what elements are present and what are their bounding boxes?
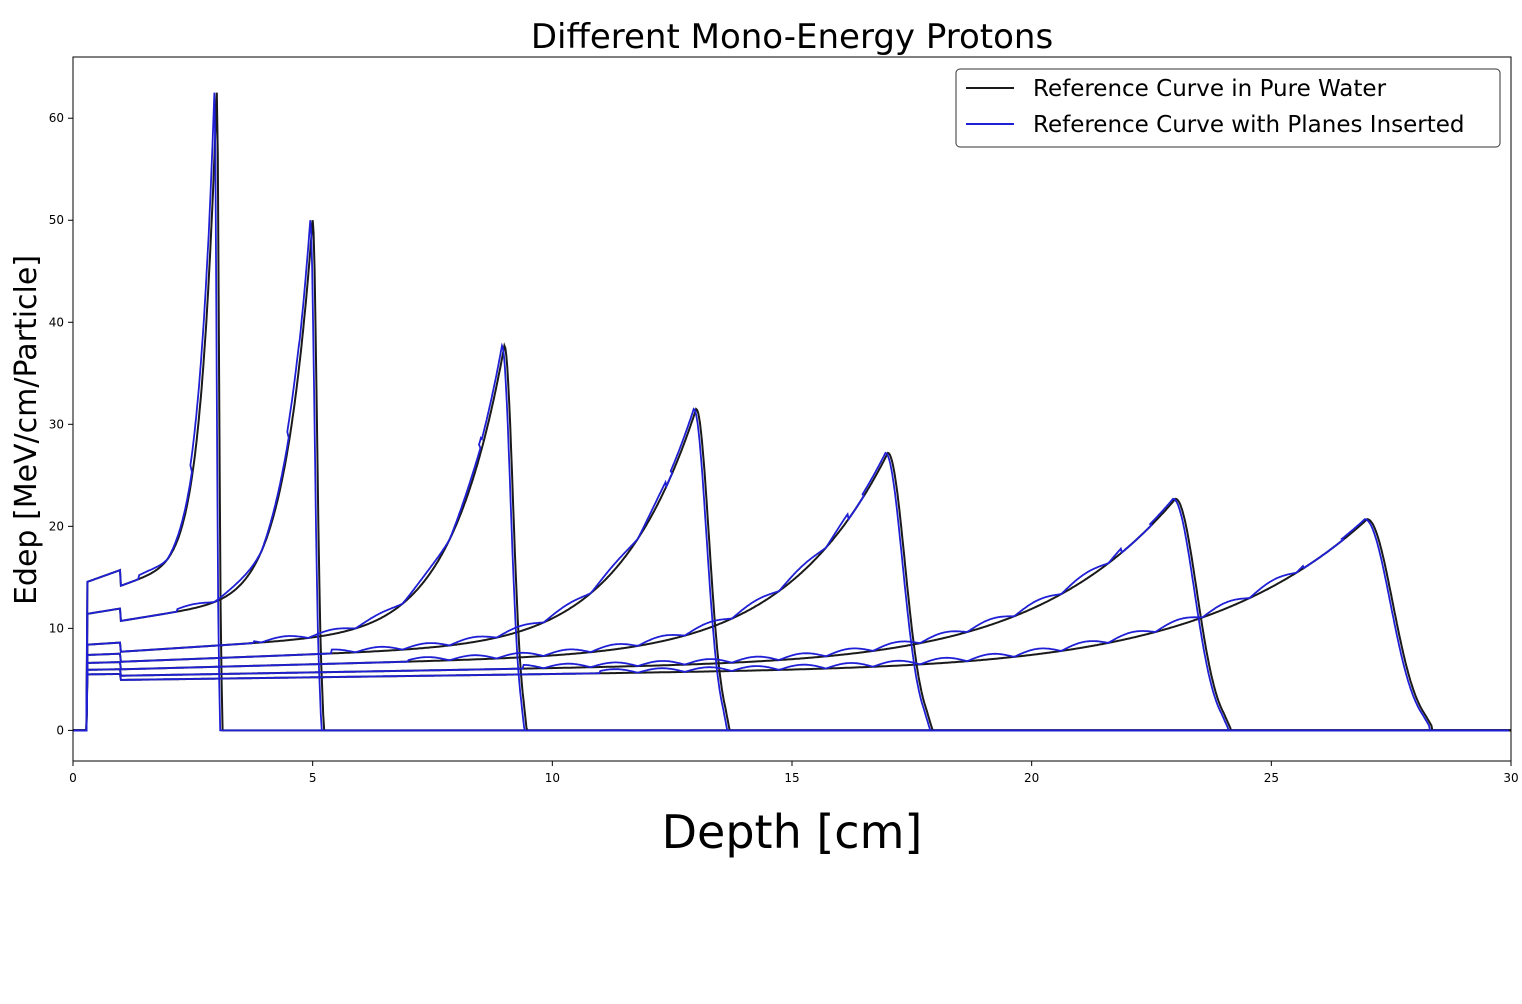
x-tick-label: 5: [309, 771, 317, 785]
y-tick-label: 40: [49, 315, 64, 329]
x-tick-label: 10: [545, 771, 560, 785]
y-tick-label: 20: [49, 519, 64, 533]
series-planes-inserted: [73, 92, 1509, 732]
legend: Reference Curve in Pure Water Reference …: [955, 68, 1501, 148]
legend-label-pure-water: Reference Curve in Pure Water: [1033, 76, 1387, 102]
legend-box: [955, 68, 1501, 148]
planes-inserted-curve-6: [73, 518, 1509, 732]
y-tick-label: 60: [49, 111, 64, 125]
y-tick-label: 0: [56, 723, 64, 737]
pure-water-curve-0: [73, 92, 1511, 732]
series-pure-water: [73, 92, 1511, 732]
x-tick-label: 20: [1024, 771, 1039, 785]
x-tick-label: 30: [1503, 771, 1518, 785]
pure-water-curve-4: [73, 451, 1511, 732]
x-tick-label: 15: [784, 771, 799, 785]
y-tick-label: 50: [49, 213, 64, 227]
chart-title: Different Mono-Energy Protons: [531, 17, 1053, 57]
planes-inserted-curve-3: [73, 407, 1509, 732]
pure-water-curve-6: [73, 518, 1511, 732]
planes-inserted-curve-0: [73, 92, 1509, 732]
x-axis: 0 5 10 15 20 25 30: [69, 761, 1519, 785]
legend-label-planes-inserted: Reference Curve with Planes Inserted: [1033, 112, 1465, 138]
y-tick-label: 30: [49, 417, 64, 431]
planes-inserted-curve-4: [73, 451, 1509, 732]
pure-water-curve-5: [73, 497, 1511, 732]
x-tick-label: 25: [1264, 771, 1279, 785]
y-tick-label: 10: [49, 621, 64, 635]
pure-water-curve-1: [73, 220, 1511, 732]
y-axis: 0 10 20 30 40 50 60: [49, 111, 73, 737]
y-axis-label: Edep [MeV/cm/Particle]: [9, 255, 44, 605]
x-tick-label: 0: [69, 771, 77, 785]
pure-water-curve-3: [73, 407, 1511, 732]
x-axis-label: Depth [cm]: [662, 805, 923, 859]
planes-inserted-curve-5: [73, 497, 1509, 732]
planes-inserted-curve-1: [73, 220, 1509, 732]
